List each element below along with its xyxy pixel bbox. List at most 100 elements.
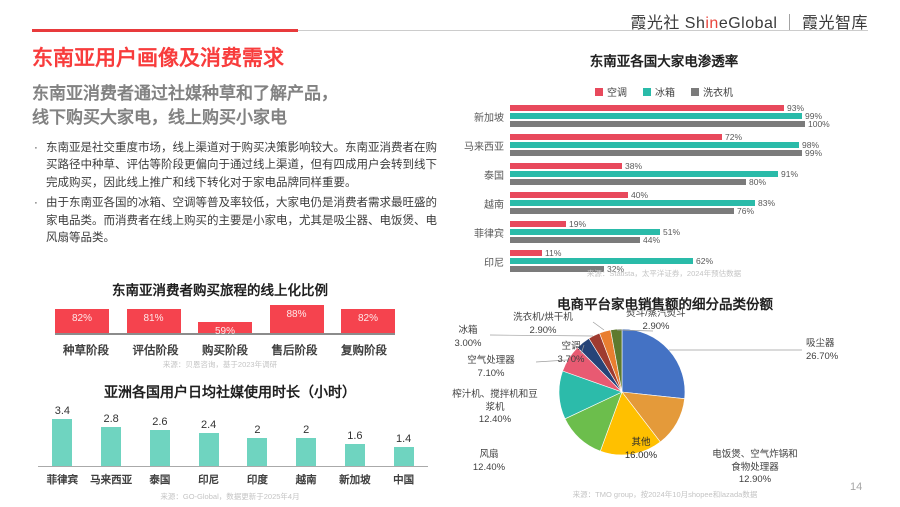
pie-label-line: 2.90% (642, 320, 670, 332)
pie-slice-label: 风扇 12.40% (459, 449, 519, 474)
penetration-country-bars: 93% 99% 100% (510, 102, 878, 129)
penetration-bar-line: 32% (510, 263, 878, 274)
bullet-text: 由于东南亚各国的冰箱、空调等普及率较低，大家电仍是消费者需求最旺盛的家电品类。而… (46, 197, 437, 245)
social-category: 印尼 (198, 474, 220, 486)
page-number: 14 (850, 481, 863, 493)
penetration-bar-value: 19% (569, 218, 587, 229)
pie-label-line: 空调 (561, 341, 581, 352)
social-category: 印度 (246, 474, 268, 486)
page-subtitle: 东南亚消费者通过社媒种草和了解产品， 线下购买大家电，线上购买小家电 (32, 82, 338, 130)
brand-en: ShineGlobal (684, 15, 778, 32)
social-bar-value: 2.4 (200, 419, 217, 431)
legend-swatch (595, 87, 603, 96)
journey-category: 复购阶段 (341, 345, 387, 357)
penetration-bar-value: 62% (696, 255, 714, 266)
legend-item: 洗衣机 (691, 84, 733, 99)
social-bar (101, 427, 122, 466)
journey-category: 评估阶段 (132, 345, 179, 357)
journey-bar: 88% (269, 305, 324, 333)
journey-chart-bars: 82% 81% 59% 88% 82% (55, 298, 395, 337)
penetration-bar-line: 51% (510, 227, 878, 237)
pie-slice-label: 洗衣机/烘干机 2.90% (493, 312, 593, 337)
penetration-bar-value: 76% (737, 205, 755, 216)
penetration-bar-value: 11% (545, 247, 562, 258)
pie-label-line: 冰箱 (458, 325, 478, 336)
penetration-bar-line: 93% (510, 102, 878, 113)
social-bar-value: 3.4 (54, 405, 71, 417)
penetration-bar-value: 98% (802, 139, 820, 150)
brand-separator: ｜ (781, 15, 798, 32)
penetration-bar-value: 83% (758, 197, 776, 208)
pie-label-line: 7.10% (477, 367, 505, 379)
social-bar-value: 1.6 (347, 430, 363, 442)
penetration-bar-line: 44% (510, 234, 878, 245)
social-bar-value: 2.6 (152, 416, 168, 428)
penetration-bar (510, 149, 802, 156)
social-bar (296, 438, 317, 466)
social-bar-column: 1.6 (333, 430, 377, 466)
subtitle-line-2: 线下购买大家电，线上购买小家电 (32, 107, 287, 127)
penetration-bar (510, 141, 799, 148)
penetration-country-label: 马来西亚 (464, 141, 504, 153)
penetration-country-label: 菲律宾 (474, 228, 504, 240)
pie-chart-title: 电商平台家电销售额的细分品类份额 (557, 297, 773, 312)
social-bar (52, 419, 73, 466)
penetration-country-label: 新加坡 (474, 112, 504, 124)
social-bar-column: 2 (235, 424, 279, 466)
penetration-bar-value: 72% (725, 131, 743, 142)
journey-bar: 82% (55, 309, 109, 333)
social-category: 马来西亚 (90, 474, 133, 486)
pie-slice (610, 328, 623, 393)
penetration-country-bars: 40% 83% 76% (510, 189, 878, 216)
penetration-bar-value: 93% (787, 102, 805, 113)
penetration-bar-line: 100% (510, 119, 878, 129)
social-bar (198, 433, 219, 466)
penetration-bar (510, 112, 802, 119)
legend-label: 空调 (607, 88, 627, 99)
pie-slice (599, 391, 661, 456)
journey-bar-value: 59% (214, 326, 235, 337)
penetration-bar-value: 44% (643, 234, 661, 245)
penetration-bar-value: 99% (805, 147, 823, 158)
penetration-bar-line: 76% (510, 205, 878, 216)
leader-line-washer (592, 321, 605, 331)
page-title: 东南亚用户画像及消费需求 (32, 47, 284, 70)
penetration-bar-value: 32% (607, 263, 625, 274)
journey-bar: 59% (198, 322, 252, 337)
penetration-bar-line: 62% (510, 255, 878, 266)
pie-label-line: 熨斗/蒸汽熨斗 (626, 308, 686, 319)
leader-line-aircon (580, 344, 585, 355)
leader-line-iron (616, 329, 654, 332)
journey-chart-title: 东南亚消费者购买旅程的线上化比例 (112, 283, 328, 298)
social-category: 新加坡 (339, 474, 371, 486)
social-chart-title: 亚洲各国用户日均社媒使用时长（小时） (104, 384, 356, 400)
social-bar-value: 2.8 (103, 413, 119, 425)
penetration-country-group: 马来西亚 72% 98% 99% (450, 131, 878, 158)
social-category: 中国 (393, 474, 415, 486)
penetration-bar-value: 38% (625, 160, 643, 171)
penetration-bar (510, 104, 784, 111)
bullet-item: · 由于东南亚各国的冰箱、空调等普及率较低，大家电仍是消费者需求最旺盛的家电品类… (32, 195, 446, 247)
pie-slice-label: 榨汁机、搅拌机和豆 浆机 12.40% (440, 389, 550, 427)
social-bar (247, 438, 268, 466)
pie-label-line: 空气处理器 (467, 355, 515, 366)
pie-slice (621, 328, 686, 400)
penetration-bar (510, 178, 746, 185)
brand-org: 霞光智库 (801, 15, 868, 32)
penetration-bar-line: 19% (510, 218, 878, 229)
subtitle-line-1: 东南亚消费者通过社媒种草和了解产品， (32, 84, 338, 103)
penetration-country-group: 菲律宾 19% 51% 44% (450, 218, 878, 245)
penetration-bar-value: 40% (631, 189, 649, 200)
penetration-bar-line: 99% (510, 111, 878, 121)
journey-bar: 82% (341, 309, 395, 333)
journey-chart-categories: 种草阶段 评估阶段 购买阶段 售后阶段 复购阶段 (55, 342, 395, 358)
penetration-bar-line: 72% (510, 131, 878, 142)
journey-bar-value: 81% (143, 313, 164, 324)
bullet-item: · 东南亚是社交重度市场，线上渠道对于购买决策影响较大。东南亚消费者在购买路径中… (32, 140, 446, 192)
journey-chart-source: 来源：贝恩咨询，基于2023年调研 (162, 360, 278, 369)
penetration-bar-line: 38% (510, 160, 878, 171)
legend-label: 冰箱 (655, 88, 675, 99)
pie-slice-label: 吸尘器 26.70% (806, 338, 876, 363)
social-chart-categories: 菲律宾 马来西亚 泰国 印尼 印度 越南 新加坡 中国 (38, 472, 428, 487)
journey-category: 种草阶段 (63, 345, 109, 357)
